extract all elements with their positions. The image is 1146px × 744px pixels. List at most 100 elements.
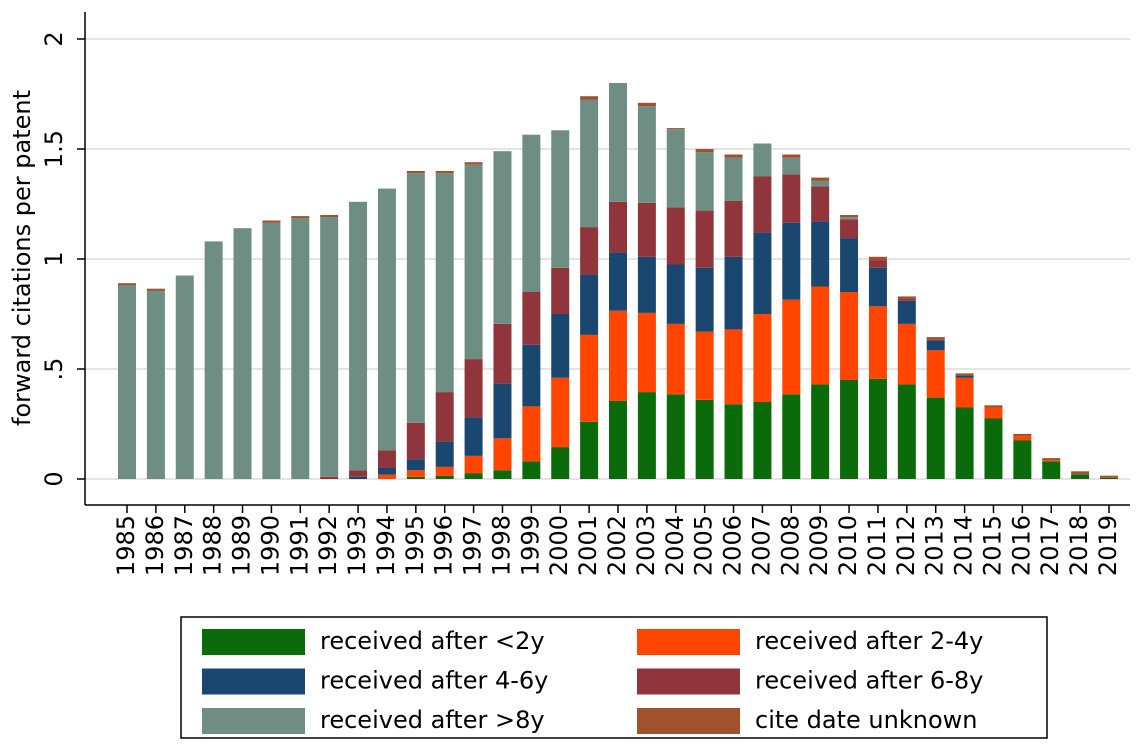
bar-segment [406, 173, 425, 423]
x-tick-label: 2001 [574, 515, 602, 576]
bar-segment [1071, 471, 1090, 475]
bar-segment [811, 384, 830, 479]
bar-segment [868, 260, 887, 268]
bar-segment [1100, 477, 1118, 479]
x-tick-label: 1988 [199, 515, 227, 576]
bar-segment [551, 314, 570, 378]
legend-box [180, 616, 1048, 739]
bar-segment [782, 222, 801, 300]
bar-segment [753, 176, 772, 233]
bar-segment [464, 473, 483, 479]
y-tick-label: 2 [40, 31, 68, 46]
bar-segment [233, 228, 252, 479]
legend-label: cite date unknown [755, 706, 977, 734]
bar-segment [753, 232, 772, 314]
bar-segment [984, 418, 1003, 479]
bar-segment [435, 475, 454, 479]
bar-segment [580, 99, 599, 228]
bar-segment [724, 404, 743, 479]
bar-segment [291, 218, 310, 480]
bar-segment [551, 447, 570, 479]
x-tick-label: 2007 [747, 515, 775, 576]
bar-segment [840, 238, 859, 292]
bar-segment [551, 267, 570, 314]
bar-segment [637, 392, 656, 479]
legend-swatch [637, 629, 740, 655]
x-tick-label: 2002 [603, 515, 631, 576]
bar-segment [406, 476, 425, 479]
bar-segment [724, 157, 743, 201]
bar-segment [666, 129, 685, 208]
x-tick-label: 1995 [401, 515, 429, 576]
bar-segment [522, 292, 541, 345]
bar-segment [609, 400, 627, 479]
x-tick-label: 1993 [343, 515, 371, 576]
bar-segment [320, 215, 339, 218]
bar-segment [377, 474, 396, 479]
bar-segment [320, 476, 339, 479]
bar-segment [811, 286, 830, 385]
bar-segment [868, 256, 887, 261]
x-tick-label: 2005 [690, 515, 718, 576]
bar-segment [1100, 475, 1118, 478]
bar-segment [955, 375, 974, 378]
y-tick-label: .5 [40, 358, 68, 381]
bar-segment [666, 128, 685, 130]
bar-segment [406, 422, 425, 460]
bar-segment [666, 323, 685, 395]
bar-segment [522, 406, 541, 462]
bar-segment [840, 217, 859, 220]
bar-segment [955, 377, 974, 408]
legend-swatch [202, 629, 305, 655]
x-tick-label: 2016 [1007, 515, 1035, 576]
bar-segment [349, 476, 368, 479]
bar-segment [724, 329, 743, 405]
bar-segment [493, 151, 512, 324]
bar-segment [695, 210, 714, 268]
bar-segment [435, 171, 454, 174]
bar-segment [493, 323, 512, 384]
bar-segment [493, 438, 512, 471]
bar-segment [464, 162, 483, 165]
bar-segment [868, 267, 887, 307]
bar-segment [349, 201, 368, 471]
bar-segment [724, 154, 743, 158]
bar-segment [695, 399, 714, 479]
x-tick-label: 2012 [892, 515, 920, 576]
bar-segment [695, 152, 714, 211]
bar-segment [984, 407, 1003, 419]
bar-segment [695, 331, 714, 400]
legend-label: received after 2-4y [755, 627, 983, 655]
y-tick-label: 0 [40, 471, 68, 486]
bar-segment [464, 359, 483, 418]
bar-segment [377, 468, 396, 475]
bar-segment [782, 154, 801, 158]
bar-segment [637, 102, 656, 107]
bar-segment [609, 252, 627, 311]
bar-segment [840, 219, 859, 239]
bar-segment [955, 373, 974, 376]
bar-segment [522, 134, 541, 292]
bar-segment [1071, 474, 1090, 479]
bar-segment [666, 264, 685, 324]
bar-segment [811, 180, 830, 187]
bar-segment [522, 461, 541, 479]
bar-segment [406, 470, 425, 477]
bar-segment [580, 334, 599, 422]
bar-segment [377, 188, 396, 451]
y-axis-title: forward citations per patent [8, 90, 36, 426]
bar-segment [435, 441, 454, 467]
bar-segment [637, 312, 656, 393]
bar-segment [840, 292, 859, 380]
bar-segment [262, 220, 281, 223]
bar-segment [926, 340, 945, 351]
y-tick-label: 1.5 [40, 130, 68, 168]
legend-swatch [637, 708, 740, 734]
bar-segment [782, 174, 801, 223]
x-tick-label: 1998 [487, 515, 515, 576]
x-tick-label: 1992 [314, 515, 342, 576]
x-tick-label: 1997 [459, 515, 487, 576]
bar-segment [406, 459, 425, 471]
legend-label: received after 6-8y [755, 667, 983, 695]
